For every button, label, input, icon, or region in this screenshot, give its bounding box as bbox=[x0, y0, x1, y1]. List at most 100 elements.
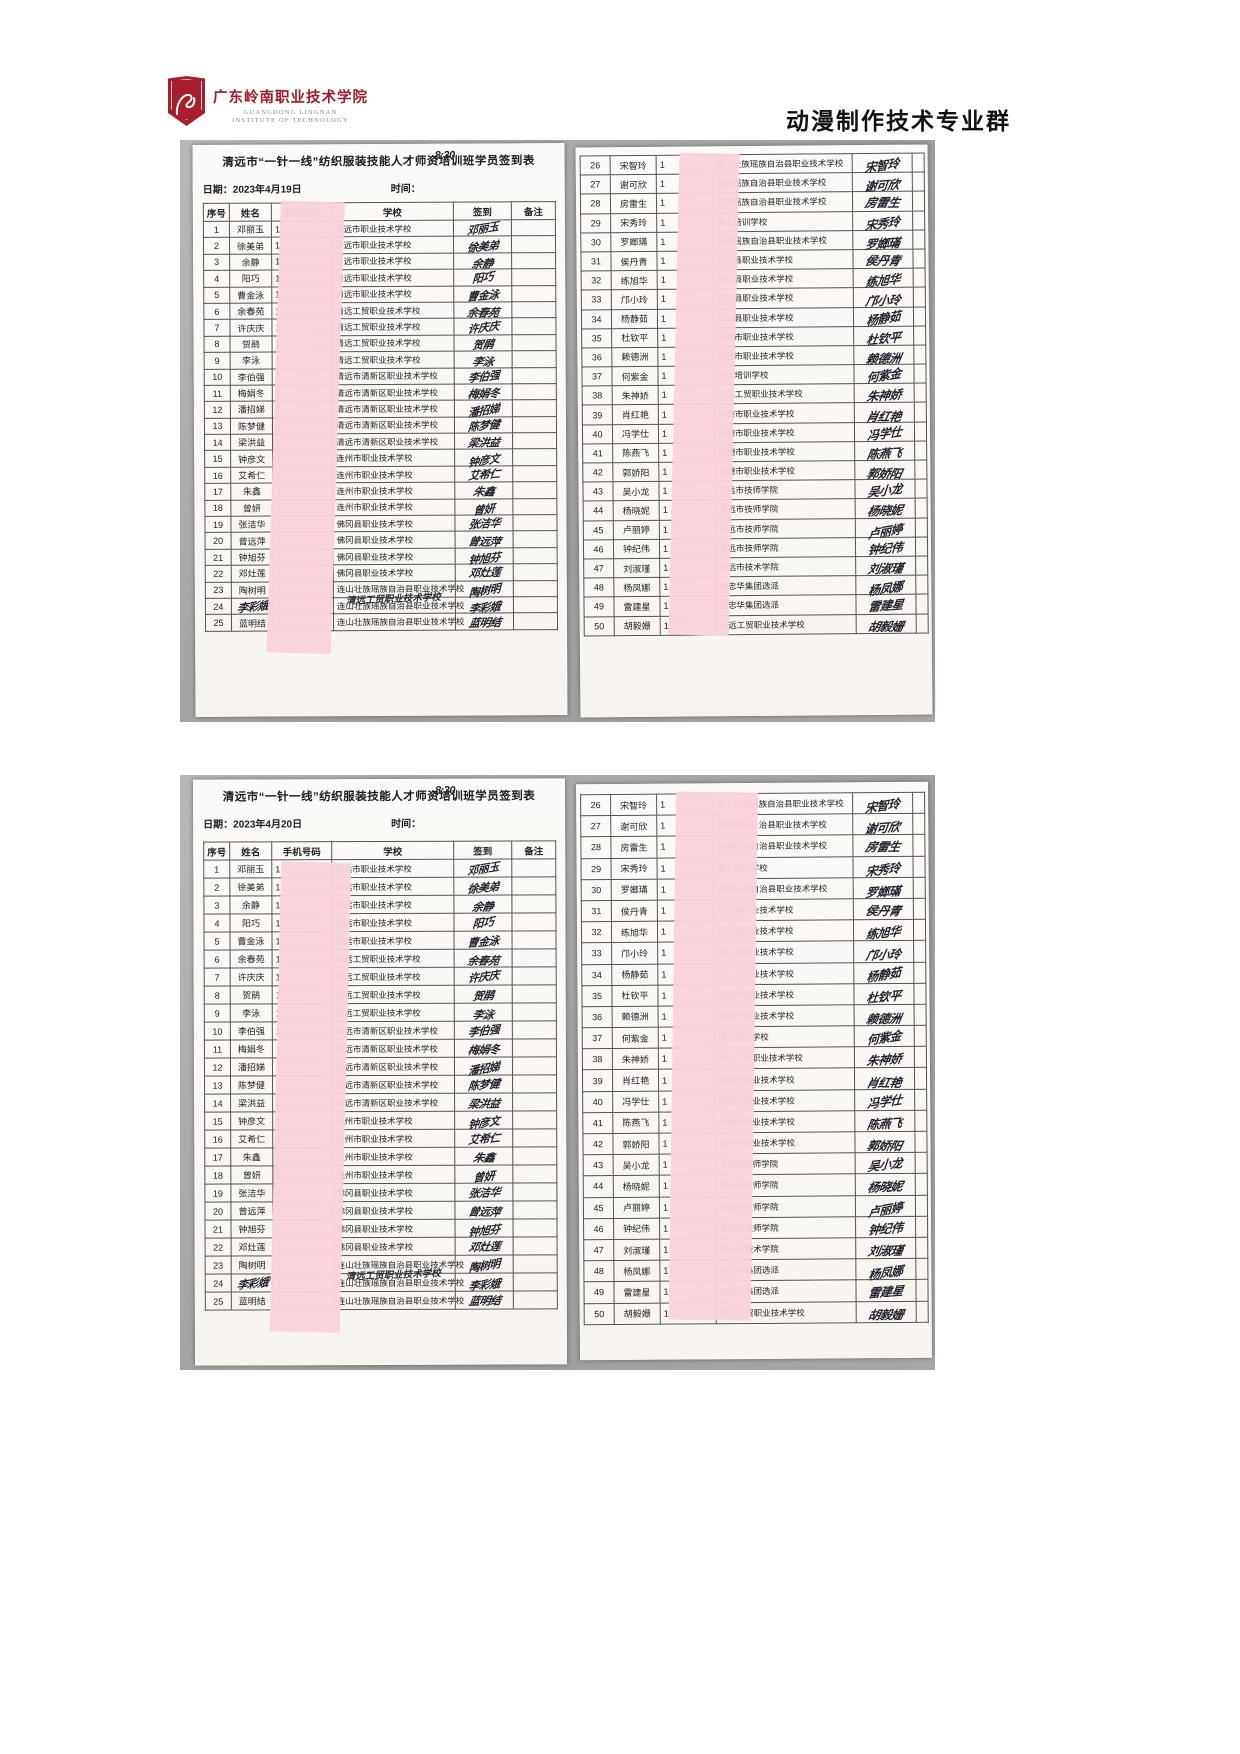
column-header: 签到 bbox=[453, 201, 512, 221]
cell-index: 10 bbox=[204, 368, 231, 386]
cell-signature: 钟纪伟 bbox=[855, 536, 916, 557]
cell-signature: 李彩娥 bbox=[455, 1273, 514, 1293]
cell-signature: 钟旭芬 bbox=[455, 1219, 514, 1239]
cell-signature: 李泳 bbox=[454, 350, 513, 369]
cell-remark bbox=[511, 219, 556, 237]
cell-index: 15 bbox=[204, 1112, 231, 1131]
cell-signature: 阳巧 bbox=[453, 913, 513, 931]
cell-signature: 宋秀玲 bbox=[852, 210, 913, 233]
cell-remark bbox=[513, 1254, 558, 1274]
cell-signature: 曾妍 bbox=[454, 1165, 513, 1185]
cell-index: 39 bbox=[582, 1069, 613, 1092]
handwritten-signature: 谢可欣 bbox=[864, 819, 901, 837]
cell-index: 35 bbox=[581, 328, 612, 348]
cell-remark bbox=[511, 858, 556, 878]
cell-signature: 余春苑 bbox=[454, 949, 513, 968]
cell-name: 杨静茹 bbox=[611, 963, 658, 986]
cell-index: 6 bbox=[203, 303, 230, 320]
cell-name: 谢可欣 bbox=[610, 815, 657, 837]
page-title: 动漫制作技术专业群 bbox=[786, 109, 1011, 134]
handwritten-signature: 杨静茹 bbox=[866, 308, 901, 329]
table-row: 10李伯强1清远市清新区职业技术学校李伯强 bbox=[204, 1020, 557, 1041]
cell-name: 陈燕飞 bbox=[612, 443, 659, 463]
cell-name: 余春苑 bbox=[230, 949, 273, 969]
cell-name: 房雷生 bbox=[610, 193, 657, 214]
cell-remark bbox=[914, 1004, 927, 1026]
cell-name: 邝小玲 bbox=[611, 289, 658, 310]
cell-index: 6 bbox=[204, 950, 231, 969]
cell-remark bbox=[912, 153, 925, 173]
cell-signature: 邓灶莲 bbox=[455, 564, 514, 581]
cell-index: 29 bbox=[581, 858, 612, 880]
cell-index: 36 bbox=[581, 347, 612, 368]
cell-remark bbox=[913, 287, 926, 307]
cell-remark bbox=[915, 1237, 928, 1259]
handwritten-time: 8:30 bbox=[434, 784, 456, 797]
column-header: 姓名 bbox=[229, 841, 272, 861]
cell-name: 李泳 bbox=[230, 1003, 273, 1023]
handwritten-signature: 梁洪益 bbox=[466, 437, 501, 451]
table-row: 20曾远萍1佛冈县职业技术学校曾远萍 bbox=[205, 530, 558, 550]
cell-name: 谢可欣 bbox=[610, 174, 657, 195]
cell-name: 罗嫏璊 bbox=[611, 878, 658, 901]
cell-school: 清远市清新区职业技术学校 bbox=[332, 416, 455, 434]
cell-signature: 陶树明 bbox=[455, 580, 514, 600]
cell-remark bbox=[912, 248, 926, 269]
cell-remark bbox=[912, 210, 925, 230]
cell-index: 3 bbox=[203, 896, 230, 915]
cell-signature: 何紫金 bbox=[853, 364, 915, 386]
handwritten-signature: 邝小玲 bbox=[864, 947, 902, 964]
cell-school: 由忠华集团选派 bbox=[715, 594, 857, 616]
cell-signature: 杨凤娜 bbox=[855, 1258, 916, 1283]
cell-remark bbox=[913, 268, 926, 288]
cell-school: 清远市职业技术学校 bbox=[331, 285, 454, 303]
column-header: 学校 bbox=[331, 202, 454, 221]
cell-remark bbox=[914, 1110, 927, 1132]
cell-remark bbox=[512, 1038, 557, 1058]
scan-sheet-2023-04-19: 清远市“一针一线”纺织服装技能人才师资培训班学员签到表 日期：2023年4月19… bbox=[180, 140, 935, 722]
cell-signature: 罗嫏璊 bbox=[852, 229, 913, 252]
time-label: 时间： bbox=[391, 818, 422, 830]
cell-signature: 刘淑瑾 bbox=[855, 556, 916, 576]
signin-table-rows-1-25: 序号姓名手机号码学校签到备注1邓丽玉1清远市职业技术学校邓丽玉2徐美弟1清远市职… bbox=[203, 201, 558, 632]
cell-name: 徐美弟 bbox=[229, 877, 272, 897]
cell-signature: 谢可欣 bbox=[852, 813, 913, 837]
cell-name: 杨凤娜 bbox=[613, 1260, 660, 1282]
table-row: 15钟彦文1连州市职业技术学校钟彦文 bbox=[204, 449, 557, 470]
cell-school: 清远工贸职业技术学校 bbox=[332, 351, 455, 369]
cell-name: 潘招娣 bbox=[230, 401, 273, 418]
cell-name: 郭娇阳 bbox=[612, 462, 659, 482]
table-row: 13陈梦健1清远市清新区职业技术学校陈梦健 bbox=[204, 1074, 557, 1095]
table-row: 14梁洪益1清远市清新区职业技术学校梁洪益 bbox=[204, 432, 557, 451]
cell-signature: 梅娟冬 bbox=[454, 1039, 513, 1057]
cell-name: 卢丽婷 bbox=[613, 519, 660, 540]
cell-name: 宋智玲 bbox=[610, 155, 657, 175]
cell-signature: 谢可欣 bbox=[852, 172, 913, 195]
handwritten-signature: 陈梦健 bbox=[467, 418, 500, 434]
sheet-right-page: 26 宋智玲 1 连山壮族瑶族自治县职业技术学校 宋智玲 27 谢可欣 1 连南瑶族自治县职业技… bbox=[575, 781, 933, 1361]
cell-index: 50 bbox=[584, 1302, 615, 1325]
cell-school: 清远工贸职业技术学校 bbox=[331, 318, 455, 336]
handwritten-signature: 朱神娇 bbox=[866, 1052, 903, 1069]
handwritten-signature: 杨晓妮 bbox=[866, 503, 904, 520]
cell-name: 许庆庆 bbox=[230, 967, 273, 987]
cell-index: 34 bbox=[581, 963, 612, 986]
cell-name: 宋秀玲 bbox=[610, 212, 657, 233]
cell-signature: 曹金泳 bbox=[453, 285, 512, 303]
cell-school: 清远工贸职业技术学校 bbox=[714, 383, 855, 405]
cell-remark bbox=[512, 432, 557, 450]
cell-school: 清远市清新区职业技术学校 bbox=[332, 1021, 455, 1040]
cell-remark bbox=[513, 580, 558, 597]
cell-school: 连山壮族瑶族自治县职业技术学校 bbox=[333, 1291, 464, 1310]
cell-signature: 许庆庆 bbox=[454, 967, 513, 986]
cell-name: 吴小龙 bbox=[612, 481, 660, 502]
cell-name: 钟旭芬 bbox=[231, 548, 274, 566]
cell-school: 英德市职业技术学校 bbox=[714, 460, 855, 482]
cell-signature: 赖德洲 bbox=[854, 1004, 915, 1027]
cell-signature: 潘招娣 bbox=[454, 1057, 513, 1078]
table-row: 41 陈燕飞 1 英德市职业技术学校 陈燕飞 bbox=[582, 1110, 927, 1134]
cell-remark bbox=[915, 1173, 928, 1195]
